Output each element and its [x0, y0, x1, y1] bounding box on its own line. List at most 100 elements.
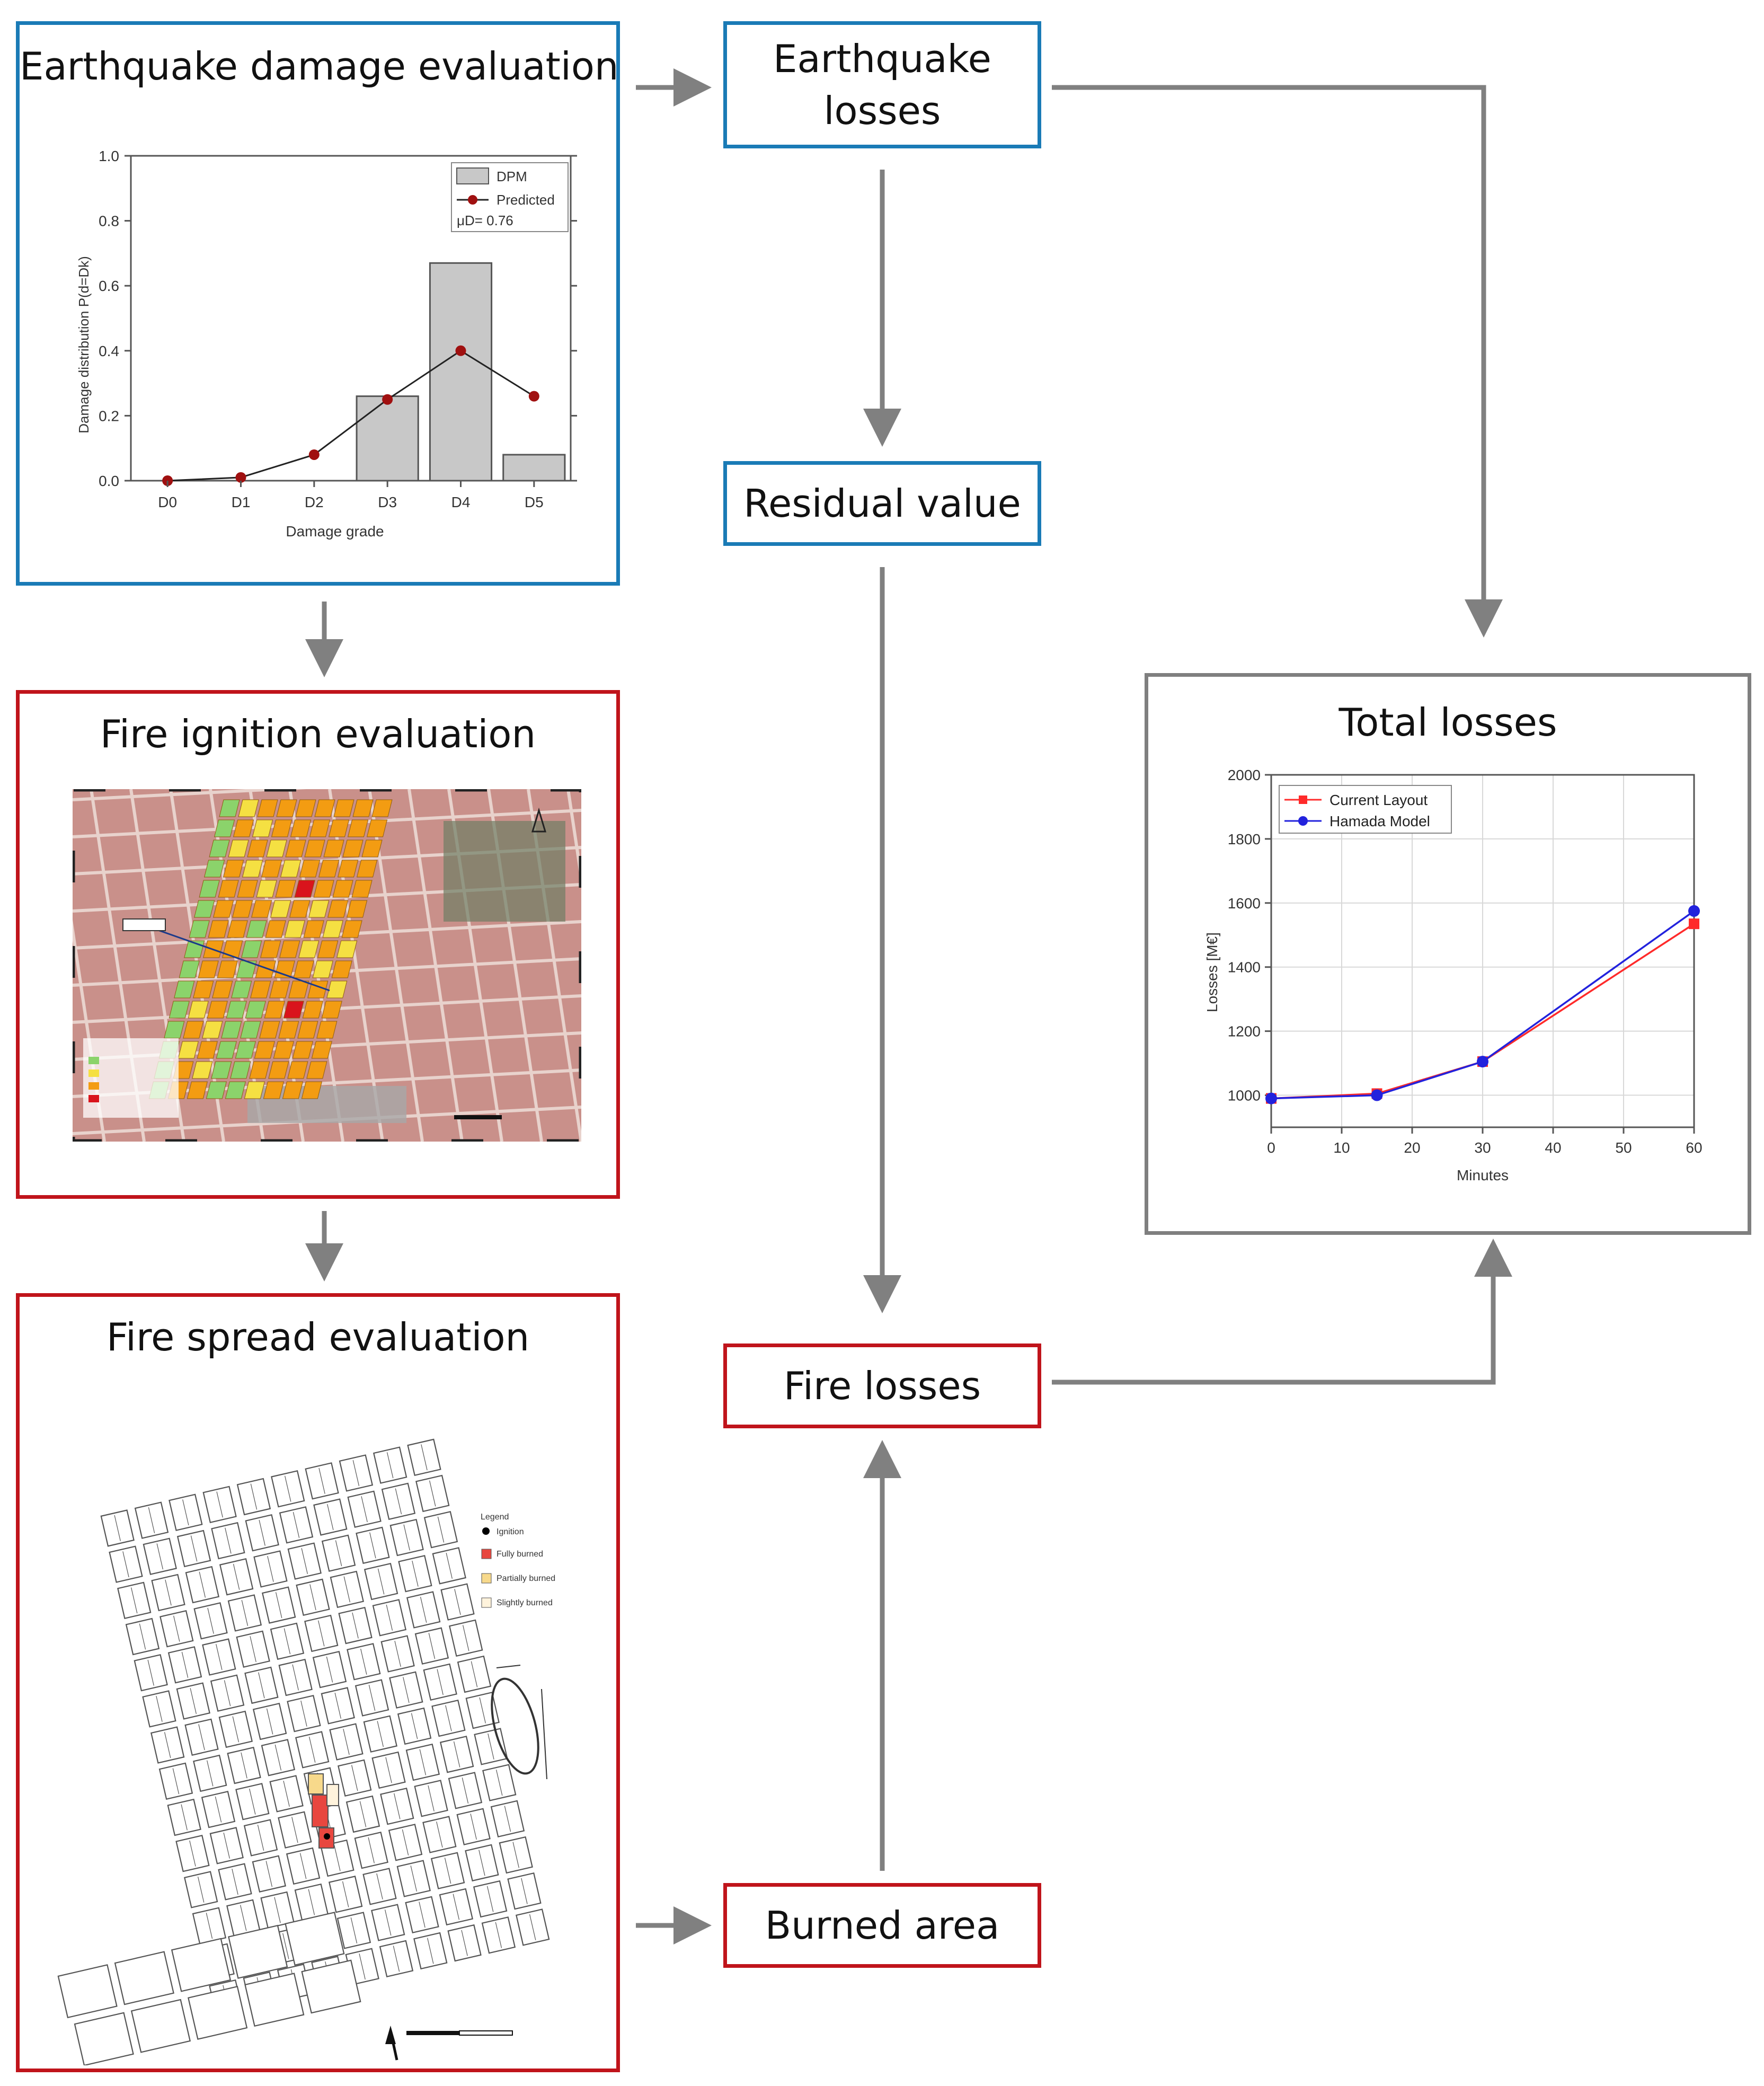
building-block [347, 819, 369, 837]
lot-division [232, 1869, 238, 1895]
earthquake-damage-box: Earthquake damage evaluation 0.0 0.2 0.4 0.… [16, 21, 620, 586]
lot-division [335, 1540, 342, 1567]
building-block [207, 1001, 228, 1019]
lot-division [291, 1817, 298, 1843]
building-block [223, 860, 244, 878]
total-x-axis-label: Minutes [1457, 1167, 1509, 1183]
lot-division [471, 1661, 478, 1687]
lot-division [412, 1560, 419, 1587]
lot-division [181, 1804, 188, 1831]
building-block [313, 880, 334, 898]
lot-division [197, 1876, 205, 1903]
lot-division [334, 1692, 341, 1719]
building-block [295, 799, 316, 817]
building-block [371, 799, 393, 817]
earthquake-losses-line2: losses [823, 89, 941, 133]
lot-division [283, 1780, 290, 1807]
building-block [256, 880, 277, 898]
damage-y-tick-label: 0.0 [99, 473, 119, 489]
building-block [257, 799, 278, 817]
burned-area-box: Burned area [723, 1883, 1041, 1968]
legend-dpm-swatch [456, 167, 489, 184]
building-block [249, 1061, 270, 1079]
building-block [282, 1081, 303, 1099]
legend-series-marker-1 [1298, 816, 1308, 826]
lot-division [453, 1741, 460, 1767]
lot-division [359, 1801, 367, 1827]
legend-ignition-label: Ignition [497, 1527, 524, 1536]
building-block [306, 1061, 327, 1079]
ignition-point [324, 1833, 330, 1840]
lot-division [385, 1910, 392, 1936]
lot-division [444, 1858, 451, 1884]
damage-x-tick-label: D5 [525, 494, 544, 510]
lot-division [386, 1452, 394, 1479]
total-losses-title: Total losses [1338, 700, 1557, 745]
lot-division [131, 1587, 138, 1614]
lot-division [216, 1491, 223, 1518]
lot-division [463, 1625, 469, 1651]
building-block [260, 940, 281, 958]
fire-spread-box: Fire spread evaluation Legend Ignition Ful… [16, 1293, 620, 2072]
city-block [228, 1924, 288, 1979]
lot-division [446, 1552, 453, 1579]
legend-predicted-marker [468, 195, 477, 205]
building-block [216, 1041, 237, 1059]
lot-division [342, 1881, 349, 1907]
lot-division [495, 1922, 502, 1948]
building-block [269, 980, 290, 998]
lot-division [419, 1749, 427, 1775]
fire-ignition-box: Fire ignition evaluation [16, 690, 620, 1199]
lot-division [173, 1615, 180, 1642]
map-frame [73, 789, 581, 1142]
building-block [227, 920, 248, 938]
building-block [275, 880, 296, 898]
legend-ignition-marker [482, 1527, 490, 1535]
building-label-tag [122, 918, 166, 931]
building-block [193, 980, 214, 998]
legend-series-label-1: Hamada Model [1329, 813, 1430, 829]
building-block [198, 960, 219, 978]
building-block [240, 1021, 261, 1039]
building-block [276, 799, 297, 817]
lot-division [479, 1697, 486, 1723]
lot-division [454, 1589, 461, 1615]
lot-division [361, 1496, 368, 1523]
building-block [231, 980, 252, 998]
building-block [169, 1001, 190, 1019]
legend-fully-swatch [481, 1549, 492, 1559]
legend-dpm-label: DPM [497, 169, 527, 184]
building-block [226, 1001, 247, 1019]
building-block [297, 1021, 318, 1039]
building-block [242, 860, 263, 878]
total-y-tick-label: 1200 [1228, 1023, 1261, 1040]
lot-division [148, 1507, 155, 1534]
building-block [221, 1021, 242, 1039]
lot-division [343, 1729, 350, 1755]
building-block [228, 839, 249, 858]
damage-bar-d4 [429, 262, 493, 482]
lot-division [437, 1669, 444, 1695]
building-block [255, 960, 276, 978]
lot-division [445, 1705, 452, 1731]
map-legend-swatch [88, 1057, 99, 1064]
lot-division [529, 1914, 536, 1940]
lot-division [122, 1551, 129, 1578]
lot-division [147, 1659, 154, 1686]
lot-division [265, 1861, 273, 1887]
building-block [219, 799, 240, 817]
lot-division [258, 1672, 265, 1699]
arrow-fire-losses-to-total [1052, 1239, 1512, 1385]
city-block [74, 2012, 134, 2065]
lot-division [182, 1499, 189, 1526]
building-blocks [148, 799, 393, 1099]
partially-burned-block [308, 1773, 324, 1795]
lot-division [267, 1555, 274, 1582]
lot-division [215, 1796, 222, 1823]
lot-division [385, 1757, 392, 1783]
lot-division [259, 1519, 265, 1546]
damage-bar-d3 [356, 395, 419, 482]
legend-partially-swatch [481, 1573, 492, 1584]
lot-division [207, 1760, 214, 1787]
lot-division [189, 1840, 196, 1867]
